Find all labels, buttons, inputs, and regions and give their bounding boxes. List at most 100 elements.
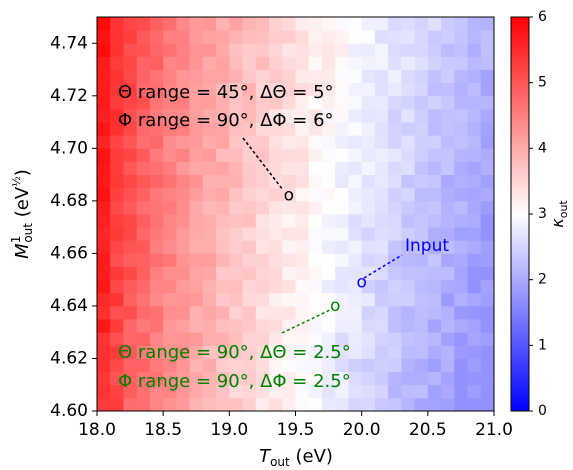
- heatmap-cell: [269, 332, 283, 346]
- heatmap-cell: [454, 122, 468, 136]
- heatmap-cell: [388, 319, 402, 333]
- heatmap-cell: [388, 161, 402, 175]
- heatmap-cell: [176, 371, 191, 386]
- heatmap-cell: [348, 135, 363, 149]
- heatmap-cells: [97, 17, 495, 412]
- heatmap-cell: [242, 305, 257, 320]
- heatmap-cell: [229, 371, 243, 386]
- heatmap-cell: [361, 187, 376, 202]
- heatmap-cell: [441, 17, 455, 31]
- heatmap-cell: [361, 279, 376, 294]
- heatmap-cell: [361, 108, 376, 123]
- heatmap-cell: [335, 30, 349, 44]
- heatmap-cell: [467, 345, 482, 359]
- heatmap-cell: [110, 332, 124, 346]
- heatmap-cell: [454, 332, 468, 346]
- heatmap-cell: [321, 122, 336, 136]
- heatmap-cell: [255, 43, 270, 57]
- heatmap-cell: [282, 148, 296, 162]
- heatmap-cell: [401, 227, 415, 241]
- heatmap-cell: [202, 227, 217, 241]
- heatmap-cell: [295, 305, 310, 320]
- heatmap-cell: [414, 305, 429, 320]
- heatmap-cell: [176, 82, 191, 97]
- heatmap-cell: [269, 43, 283, 57]
- heatmap-cell: [136, 82, 151, 97]
- heatmap-cell: [242, 122, 257, 136]
- heatmap-cell: [308, 305, 323, 320]
- heatmap-cell: [361, 200, 376, 215]
- heatmap-cell: [242, 200, 257, 215]
- heatmap-cell: [454, 187, 468, 202]
- heatmap-cell: [202, 135, 217, 149]
- heatmap-cell: [441, 332, 455, 346]
- colorbar-tick-label: 6: [538, 9, 547, 25]
- heatmap-cell: [136, 108, 151, 123]
- heatmap-cell: [202, 253, 217, 267]
- heatmap-cell: [348, 397, 363, 412]
- heatmap-cell: [441, 305, 455, 320]
- heatmap-cell: [401, 358, 415, 372]
- heatmap-cell: [176, 135, 191, 149]
- heatmap-cell: [176, 305, 191, 320]
- heatmap-cell: [427, 384, 442, 399]
- heatmap-cell: [441, 214, 455, 228]
- heatmap-cell: [480, 122, 495, 136]
- heatmap-cell: [149, 292, 164, 307]
- heatmap-cell: [308, 384, 323, 399]
- heatmap-cell: [229, 122, 243, 136]
- heatmap-cell: [163, 305, 177, 320]
- heatmap-cell: [321, 279, 336, 294]
- heatmap-cell: [401, 253, 415, 267]
- heatmap-cell: [202, 397, 217, 412]
- heatmap-cell: [282, 292, 296, 307]
- heatmap-cell: [388, 17, 402, 31]
- x-tick-label: 21.0: [475, 420, 513, 440]
- heatmap-cell: [136, 319, 151, 333]
- heatmap-cell: [229, 69, 243, 84]
- heatmap-cell: [202, 148, 217, 162]
- heatmap-cell: [189, 253, 204, 267]
- heatmap-cell: [454, 135, 468, 149]
- heatmap-cell: [202, 214, 217, 228]
- heatmap-cell: [467, 384, 482, 399]
- heatmap-cell: [269, 187, 283, 202]
- heatmap-cell: [348, 95, 363, 110]
- heatmap-cell: [414, 95, 429, 110]
- heatmap-cell: [110, 69, 124, 84]
- heatmap-cell: [123, 279, 138, 294]
- heatmap-cell: [467, 214, 482, 228]
- heatmap-cell: [149, 95, 164, 110]
- heatmap-cell: [110, 371, 124, 386]
- heatmap-cell: [295, 397, 310, 412]
- heatmap-cell: [374, 187, 389, 202]
- heatmap-cell: [441, 200, 455, 215]
- heatmap-cell: [454, 161, 468, 175]
- heatmap-cell: [149, 174, 164, 189]
- heatmap-cell: [480, 319, 495, 333]
- heatmap-cell: [467, 174, 482, 189]
- heatmap-cell: [282, 332, 296, 346]
- heatmap-cell: [149, 108, 164, 123]
- heatmap-cell: [308, 95, 323, 110]
- heatmap-cell: [480, 279, 495, 294]
- heatmap-cell: [348, 345, 363, 359]
- heatmap-cell: [480, 148, 495, 162]
- heatmap-cell: [414, 371, 429, 386]
- heatmap-cell: [441, 227, 455, 241]
- heatmap-cell: [282, 266, 296, 281]
- heatmap-cell: [97, 319, 111, 333]
- heatmap-cell: [374, 214, 389, 228]
- heatmap-cell: [335, 266, 349, 281]
- heatmap-cell: [361, 384, 376, 399]
- heatmap-cell: [361, 371, 376, 386]
- heatmap-cell: [202, 161, 217, 175]
- heatmap-cell: [348, 43, 363, 57]
- y-tick-label: 4.64: [50, 296, 88, 316]
- heatmap-cell: [216, 358, 230, 372]
- heatmap-cell: [269, 17, 283, 31]
- heatmap-cell: [110, 279, 124, 294]
- heatmap-cell: [295, 214, 310, 228]
- heatmap-cell: [163, 108, 177, 123]
- heatmap-cell: [282, 187, 296, 202]
